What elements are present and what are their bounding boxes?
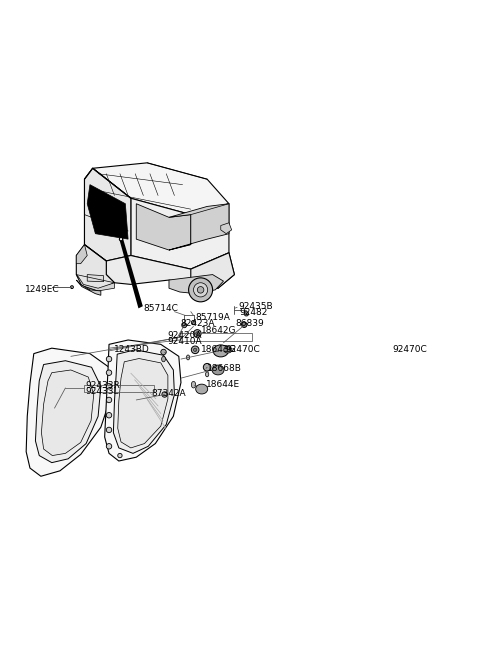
Circle shape xyxy=(106,427,112,433)
Polygon shape xyxy=(26,348,112,476)
Circle shape xyxy=(193,283,208,297)
Text: 86839: 86839 xyxy=(236,319,264,328)
Polygon shape xyxy=(84,169,131,261)
Text: 18642G: 18642G xyxy=(201,325,236,335)
Ellipse shape xyxy=(186,355,190,360)
Text: 1249EC: 1249EC xyxy=(24,285,59,295)
Text: 18668B: 18668B xyxy=(207,364,242,373)
Ellipse shape xyxy=(224,346,232,353)
Circle shape xyxy=(106,443,112,449)
Text: 92433R: 92433R xyxy=(85,381,120,390)
Circle shape xyxy=(106,398,112,403)
Polygon shape xyxy=(105,340,181,461)
Circle shape xyxy=(106,384,112,389)
Circle shape xyxy=(204,363,211,371)
Circle shape xyxy=(192,346,199,354)
Polygon shape xyxy=(76,245,87,264)
Ellipse shape xyxy=(196,384,208,394)
Polygon shape xyxy=(36,361,101,462)
Polygon shape xyxy=(84,169,131,261)
Polygon shape xyxy=(131,198,229,269)
Text: 92435B: 92435B xyxy=(238,302,273,311)
Polygon shape xyxy=(169,275,224,294)
Circle shape xyxy=(182,323,187,328)
Bar xyxy=(84,384,154,392)
Bar xyxy=(180,333,252,341)
Polygon shape xyxy=(169,204,229,250)
Text: 92433L: 92433L xyxy=(85,387,119,396)
Text: 92470C: 92470C xyxy=(225,345,260,354)
Polygon shape xyxy=(191,253,234,288)
Circle shape xyxy=(244,312,249,316)
Ellipse shape xyxy=(212,365,224,375)
Circle shape xyxy=(161,349,166,355)
Polygon shape xyxy=(136,204,191,250)
Polygon shape xyxy=(221,223,232,234)
Text: 87342A: 87342A xyxy=(152,389,186,398)
Circle shape xyxy=(196,332,199,335)
Circle shape xyxy=(241,322,247,327)
Text: 92410A: 92410A xyxy=(167,337,202,346)
Polygon shape xyxy=(76,245,114,291)
Circle shape xyxy=(106,370,112,375)
Polygon shape xyxy=(87,184,128,239)
Polygon shape xyxy=(93,163,229,215)
Polygon shape xyxy=(119,237,143,308)
Text: 92482: 92482 xyxy=(240,308,268,318)
Ellipse shape xyxy=(205,372,209,377)
Ellipse shape xyxy=(162,356,166,362)
Polygon shape xyxy=(41,370,94,455)
Ellipse shape xyxy=(192,381,196,388)
Circle shape xyxy=(162,392,168,398)
Polygon shape xyxy=(76,275,114,291)
Text: 18644E: 18644E xyxy=(206,380,240,389)
Circle shape xyxy=(106,356,112,362)
Circle shape xyxy=(118,453,122,458)
Circle shape xyxy=(106,413,112,418)
Ellipse shape xyxy=(213,345,228,357)
Text: 85714C: 85714C xyxy=(144,304,178,314)
Text: 92420A: 92420A xyxy=(167,331,202,340)
Circle shape xyxy=(71,286,73,289)
Circle shape xyxy=(189,278,213,302)
Polygon shape xyxy=(113,350,174,453)
Text: 1243BD: 1243BD xyxy=(114,345,150,354)
Polygon shape xyxy=(106,253,234,288)
Text: 92470C: 92470C xyxy=(393,345,427,354)
Text: 85719A: 85719A xyxy=(195,313,230,321)
Text: 82423A: 82423A xyxy=(180,319,215,328)
Circle shape xyxy=(197,287,204,293)
Circle shape xyxy=(120,237,123,241)
Polygon shape xyxy=(76,280,101,295)
Circle shape xyxy=(192,320,196,325)
Polygon shape xyxy=(118,359,168,448)
Circle shape xyxy=(193,329,201,337)
Circle shape xyxy=(193,348,197,352)
Polygon shape xyxy=(87,275,104,281)
Text: 18643G: 18643G xyxy=(201,345,236,354)
